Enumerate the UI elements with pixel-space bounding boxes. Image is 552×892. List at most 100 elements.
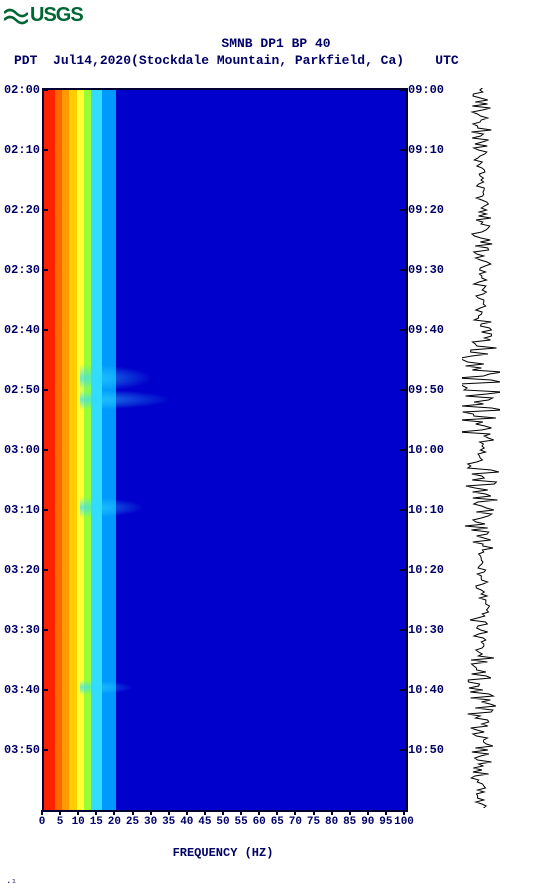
frequency-tick-mark — [204, 810, 206, 815]
usgs-logo-text: USGS — [30, 4, 83, 27]
spectrogram-events-layer — [44, 90, 406, 810]
right-time-axis: 09:0009:1009:2009:3009:4009:5010:0010:10… — [408, 88, 452, 808]
frequency-tick-label: 5 — [57, 816, 64, 828]
left-time-tick-mark — [42, 149, 48, 151]
left-time-tick-mark — [42, 689, 48, 691]
left-time-tick-label: 03:00 — [0, 443, 40, 457]
frequency-tick-mark — [385, 810, 387, 815]
left-time-tick-mark — [42, 749, 48, 751]
right-time-tick-label: 10:40 — [408, 683, 452, 697]
frequency-tick-label: 10 — [72, 816, 85, 828]
frequency-tick-mark — [150, 810, 152, 815]
usgs-wave-icon — [4, 7, 28, 25]
right-time-tick-label: 10:00 — [408, 443, 452, 457]
left-time-tick-label: 03:50 — [0, 743, 40, 757]
right-time-tick-label: 10:20 — [408, 563, 452, 577]
frequency-tick-label: 70 — [289, 816, 302, 828]
frequency-tick-mark — [258, 810, 260, 815]
date-label: Jul14,2020 — [53, 53, 131, 70]
frequency-tick-label: 35 — [162, 816, 175, 828]
chart-subtitle: PDT Jul14,2020 (Stockdale Mountain, Park… — [0, 53, 552, 70]
frequency-tick-mark — [77, 810, 79, 815]
right-time-tick-mark — [400, 629, 406, 631]
frequency-tick-mark — [113, 810, 115, 815]
left-time-tick-label: 03:10 — [0, 503, 40, 517]
left-time-tick-label: 02:20 — [0, 203, 40, 217]
left-tz-label: PDT — [14, 53, 37, 70]
frequency-tick-label: 45 — [198, 816, 211, 828]
left-time-tick-label: 03:40 — [0, 683, 40, 697]
spectrogram-event — [80, 389, 171, 411]
frequency-tick-label: 0 — [39, 816, 46, 828]
frequency-tick-mark — [403, 810, 405, 815]
frequency-tick-label: 95 — [379, 816, 392, 828]
right-time-tick-mark — [400, 269, 406, 271]
frequency-tick-label: 30 — [144, 816, 157, 828]
right-tz-label: UTC — [435, 53, 458, 70]
frequency-tick-label: 60 — [253, 816, 266, 828]
frequency-tick-mark — [95, 810, 97, 815]
frequency-tick-mark — [240, 810, 242, 815]
spectrogram-event — [80, 497, 145, 519]
right-time-tick-label: 09:10 — [408, 143, 452, 157]
frequency-tick-label: 90 — [361, 816, 374, 828]
right-time-tick-mark — [400, 149, 406, 151]
frequency-tick-mark — [294, 810, 296, 815]
left-time-tick-mark — [42, 629, 48, 631]
left-time-tick-mark — [42, 569, 48, 571]
right-time-tick-mark — [400, 509, 406, 511]
frequency-tick-label: 25 — [126, 816, 139, 828]
right-time-tick-label: 09:00 — [408, 83, 452, 97]
left-time-tick-label: 02:40 — [0, 323, 40, 337]
left-time-tick-label: 03:20 — [0, 563, 40, 577]
frequency-tick-mark — [331, 810, 333, 815]
frequency-tick-label: 85 — [343, 816, 356, 828]
left-time-tick-label: 03:30 — [0, 623, 40, 637]
left-time-tick-label: 02:30 — [0, 263, 40, 277]
right-time-tick-label: 09:20 — [408, 203, 452, 217]
frequency-axis-title: FREQUENCY (HZ) — [42, 846, 404, 860]
spectrogram-event — [80, 680, 134, 694]
right-time-tick-label: 10:30 — [408, 623, 452, 637]
left-time-tick-mark — [42, 389, 48, 391]
footnote: ·¹ — [6, 878, 17, 888]
frequency-tick-label: 50 — [216, 816, 229, 828]
left-time-tick-label: 02:00 — [0, 83, 40, 97]
right-time-tick-label: 09:40 — [408, 323, 452, 337]
right-time-tick-mark — [400, 89, 406, 91]
right-time-tick-mark — [400, 329, 406, 331]
chart-title: SMNB DP1 BP 40 — [0, 36, 552, 53]
frequency-tick-label: 55 — [234, 816, 247, 828]
frequency-tick-label: 15 — [90, 816, 103, 828]
frequency-tick-label: 65 — [271, 816, 284, 828]
frequency-tick-mark — [41, 810, 43, 815]
frequency-tick-mark — [186, 810, 188, 815]
frequency-tick-label: 75 — [307, 816, 320, 828]
left-time-tick-label: 02:50 — [0, 383, 40, 397]
left-time-tick-mark — [42, 209, 48, 211]
frequency-axis: 0510152025303540455055606570758085909510… — [42, 810, 404, 840]
right-time-tick-mark — [400, 449, 406, 451]
spectrogram-plot — [42, 88, 408, 812]
frequency-tick-label: 80 — [325, 816, 338, 828]
left-time-tick-mark — [42, 449, 48, 451]
left-time-axis: 02:0002:1002:2002:3002:4002:5003:0003:10… — [0, 88, 40, 808]
right-time-tick-mark — [400, 569, 406, 571]
frequency-tick-mark — [313, 810, 315, 815]
right-time-tick-label: 09:50 — [408, 383, 452, 397]
right-time-tick-label: 10:10 — [408, 503, 452, 517]
left-time-tick-mark — [42, 89, 48, 91]
frequency-tick-mark — [276, 810, 278, 815]
seismogram-strip — [462, 88, 500, 808]
frequency-tick-mark — [222, 810, 224, 815]
right-time-tick-mark — [400, 209, 406, 211]
frequency-tick-mark — [132, 810, 134, 815]
right-time-tick-mark — [400, 689, 406, 691]
frequency-tick-label: 40 — [180, 816, 193, 828]
right-time-tick-label: 09:30 — [408, 263, 452, 277]
frequency-tick-label: 20 — [108, 816, 121, 828]
left-time-tick-label: 02:10 — [0, 143, 40, 157]
title-block: SMNB DP1 BP 40 PDT Jul14,2020 (Stockdale… — [0, 36, 552, 70]
station-label: (Stockdale Mountain, Parkfield, Ca) — [131, 53, 404, 70]
seismogram-trace — [462, 88, 500, 808]
